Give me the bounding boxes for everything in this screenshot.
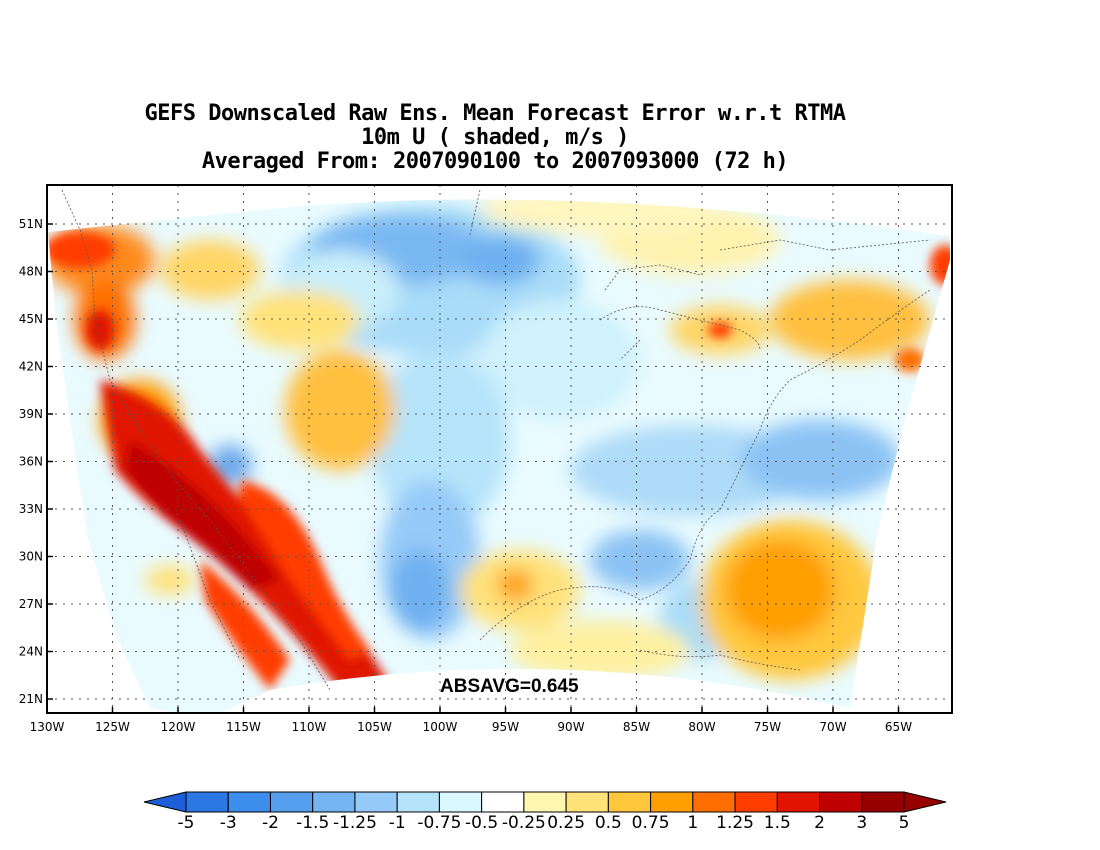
colorbar-label: 1.5: [764, 813, 791, 833]
colorbar-box: [438, 791, 483, 813]
y-tick-label: 45N: [19, 312, 43, 326]
colorbar-box: [607, 791, 652, 813]
colorbar-box: [819, 791, 863, 813]
colorbar-label: -0.25: [502, 813, 546, 833]
x-tick-label: 120W: [161, 720, 196, 734]
y-tick-label: 21N: [19, 692, 43, 706]
colorbar-label: -1: [389, 813, 406, 833]
colorbar-box: [269, 791, 314, 813]
colorbar-arrow-low: [143, 791, 187, 813]
colorbar-label: 1.25: [716, 813, 754, 833]
colorbar-box: [523, 791, 567, 813]
colorbar-label: 0.25: [547, 813, 585, 833]
x-tick-label: 130W: [30, 720, 65, 734]
colorbar-box: [312, 791, 356, 813]
x-tick-label: 125W: [95, 720, 130, 734]
colorbar-label: -5: [178, 813, 195, 833]
colorbar-label: -0.5: [465, 813, 498, 833]
x-tick-label: 90W: [557, 720, 584, 734]
x-tick-label: 70W: [819, 720, 846, 734]
colorbar-box: [776, 791, 821, 813]
colorbar-label: 2: [814, 813, 825, 833]
x-tick-label: 75W: [754, 720, 781, 734]
colorbar-box: [481, 791, 525, 813]
colorbar-label: -2: [262, 813, 279, 833]
colorbar-box: [861, 791, 905, 813]
colorbar-label: -0.75: [417, 813, 461, 833]
title-line-3: Averaged From: 2007090100 to 2007093000 …: [201, 149, 789, 174]
colorbar-label: 5: [899, 813, 910, 833]
y-axis-labels: 51N 48N 45N 42N 39N 36N 33N 30N 27N 24N 21N: [19, 217, 53, 706]
colorbar-box: [185, 791, 229, 813]
y-tick-label: 42N: [19, 360, 43, 374]
x-tick-label: 95W: [492, 720, 519, 734]
colorbar-box: [565, 791, 609, 813]
y-tick-label: 48N: [19, 265, 43, 279]
colorbar-label: 3: [856, 813, 867, 833]
x-tick-label: 80W: [688, 720, 715, 734]
x-tick-label: 105W: [357, 720, 392, 734]
colorbar-label: -1.25: [333, 813, 377, 833]
colorbar-label: 1: [687, 813, 698, 833]
colorbar-label: 0.5: [595, 813, 622, 833]
y-tick-label: 24N: [19, 645, 43, 659]
x-tick-label: 85W: [623, 720, 650, 734]
x-axis-labels: 130W 125W 120W 115W 110W 105W 100W 95W 90W 85W 80W…: [30, 707, 912, 734]
colorbar-box: [734, 791, 778, 813]
y-tick-label: 27N: [19, 597, 43, 611]
absavg-label: ABSAVG=0.645: [440, 676, 579, 697]
y-tick-label: 30N: [19, 550, 43, 564]
colorbar-box: [227, 791, 271, 813]
colorbar-label: -1.5: [296, 813, 329, 833]
y-tick-label: 51N: [19, 217, 43, 231]
colorbar-box: [692, 791, 736, 813]
colorbar-box: [354, 791, 398, 813]
colorbar-box: [396, 791, 440, 813]
y-tick-label: 33N: [19, 502, 43, 516]
y-tick-label: 39N: [19, 407, 43, 421]
lat-lon-grid: [47, 185, 952, 713]
title-line-2: 10m U ( shaded, m/s ): [361, 125, 629, 150]
map-frame: [46, 184, 953, 714]
shaded-field: [48, 199, 950, 713]
colorbar-arrow-high: [903, 791, 947, 813]
y-tick-label: 36N: [19, 455, 43, 469]
colorbar-box: [650, 791, 694, 813]
title-line-1: GEFS Downscaled Raw Ens. Mean Forecast E…: [144, 101, 846, 126]
x-tick-label: 110W: [292, 720, 327, 734]
x-tick-label: 100W: [423, 720, 458, 734]
x-tick-label: 65W: [885, 720, 912, 734]
x-tick-label: 115W: [226, 720, 261, 734]
colorbar-label: -3: [220, 813, 237, 833]
colorbar-label: 0.75: [632, 813, 670, 833]
